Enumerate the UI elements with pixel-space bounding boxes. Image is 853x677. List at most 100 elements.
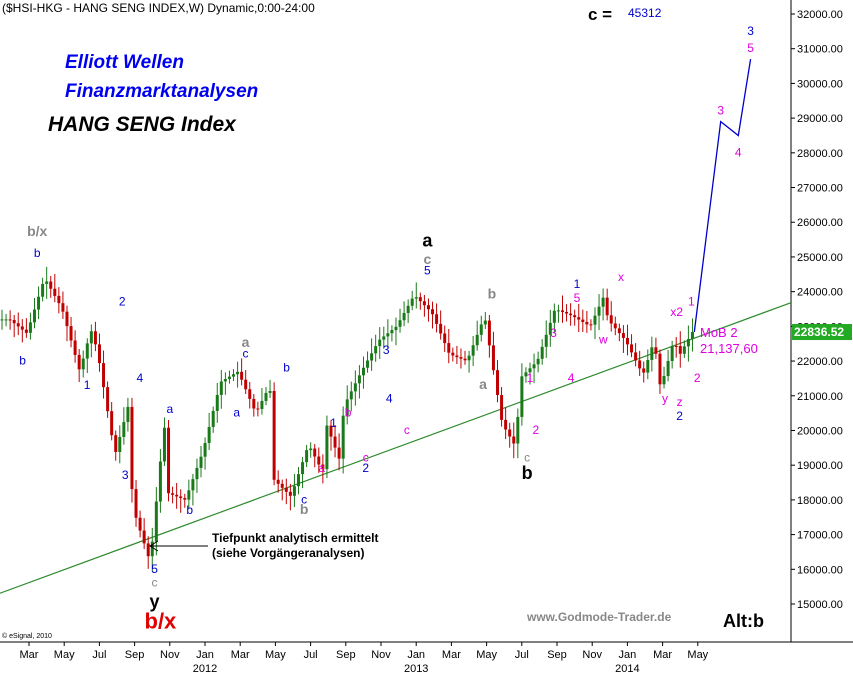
candle [378,327,382,359]
candle [556,304,560,323]
candle [418,292,422,310]
candle [666,349,670,382]
wave-label: b [488,286,497,302]
candle [508,422,512,448]
candle [248,382,252,409]
y-tick-label: 27000.00 [797,183,843,195]
candle [349,381,353,412]
wave-label: b/x [27,223,47,239]
candle [605,288,609,321]
candle [439,310,443,340]
candle [443,325,447,352]
wave-label: 1 [688,295,695,309]
wave-label: a [479,376,487,392]
y-tick-label: 18000.00 [797,495,843,507]
y-tick-label: 17000.00 [797,530,843,542]
candle [171,486,175,504]
candle [609,301,613,332]
candle [459,348,463,369]
candle [126,397,130,432]
candles-layer [0,266,694,572]
candle [16,312,20,336]
candle [516,408,520,459]
candle [37,286,41,320]
wave-label: b [345,406,352,420]
candle [232,369,236,382]
candle [264,386,268,406]
candle [244,370,248,395]
candle [630,334,634,358]
x-year-label: 2012 [193,663,217,675]
projection-path [693,58,752,333]
candle [81,350,85,378]
candle [361,356,365,389]
candle [357,365,361,399]
candle [471,336,475,366]
wave-label: 2 [362,461,369,475]
candle [569,303,573,326]
candle [142,518,146,550]
wave-label: x [618,270,624,284]
x-tick-label: Nov [160,649,180,661]
candle [134,479,138,527]
candle [678,331,682,368]
mob-label: MoB 2 [700,325,738,340]
chart-symbol-title: ($HSI-HKG - HANG SENG INDEX,W) Dynamic,0… [2,1,315,15]
y-tick-label: 22000.00 [797,356,843,368]
candle [179,489,183,513]
candle [410,290,414,311]
candle [114,430,118,461]
candle [467,350,471,373]
candle [158,449,162,513]
candle [398,308,402,333]
candle [97,333,101,372]
candle [560,295,564,323]
candle [199,445,203,478]
projection-layer [693,58,752,333]
candle [73,330,77,363]
wave-label: b/x [145,608,178,633]
c-equals-value: 45312 [628,6,662,20]
x-tick-label: Mar [442,649,461,661]
candle [24,318,28,338]
candle [93,321,97,352]
wave-label: b [300,501,309,517]
candle [613,316,617,336]
y-tick-label: 26000.00 [797,217,843,229]
wave-label: 1 [574,277,581,291]
x-tick-label: Jul [304,649,318,661]
candle [390,325,394,342]
candle [374,334,378,362]
candle [175,483,179,509]
candle [682,340,686,358]
candle [272,382,276,486]
x-tick-label: Mar [653,649,672,661]
mob-value: 21,137,60 [700,341,758,356]
wave-label: c [363,451,369,465]
candle [146,536,150,569]
wave-label: b [283,360,290,374]
candle [138,510,142,538]
x-tick-label: May [687,649,708,661]
x-tick-label: Jan [196,649,214,661]
candle [536,351,540,373]
y-tick-label: 15000.00 [797,599,843,611]
candle [305,445,309,468]
candle [313,444,317,468]
candle [634,343,638,367]
candle [260,388,264,415]
candle [12,314,16,338]
x-tick-label: Nov [582,649,602,661]
candle [638,350,642,377]
candle [597,294,601,331]
candle [621,325,625,353]
wave-label: w [598,333,608,347]
candle [483,312,487,329]
candle [455,345,459,365]
candle [573,309,577,326]
candle [435,303,439,333]
candle [353,370,357,406]
candle [288,483,292,511]
candle [292,474,296,508]
